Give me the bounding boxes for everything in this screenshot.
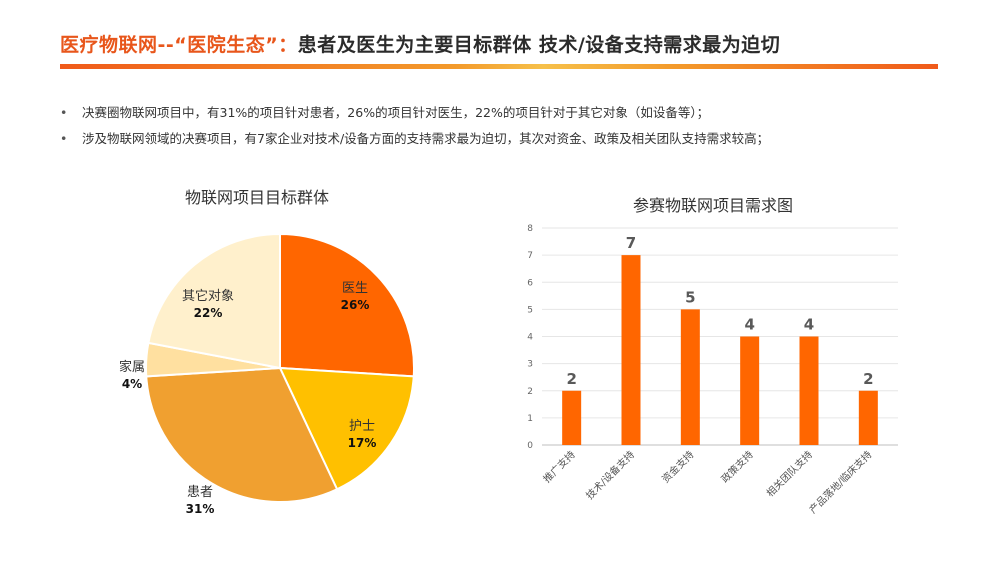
pie-slice xyxy=(147,232,281,370)
pie-slice-value: 31% xyxy=(186,502,215,516)
pie-slice-value: 22% xyxy=(194,306,223,320)
bar xyxy=(799,336,819,445)
y-tick-label: 4 xyxy=(527,333,533,343)
x-tick-label: 资金支持 xyxy=(659,448,696,485)
bar-value-label: 2 xyxy=(863,370,873,388)
pie-slice-label: 医生 xyxy=(342,281,368,296)
pie-slice-label: 其它对象 xyxy=(182,288,234,304)
bullet-item: 决赛圈物联网项目中，有31%的项目针对患者，26%的项目针对医生，22%的项目针… xyxy=(60,100,960,126)
title-underline xyxy=(60,64,938,69)
y-tick-label: 0 xyxy=(527,441,533,451)
bar xyxy=(680,309,700,445)
x-tick-label: 推广支持 xyxy=(540,448,577,485)
pie-slice-label: 护士 xyxy=(349,419,375,434)
x-tick-label: 相关团队支持 xyxy=(764,448,816,500)
bar xyxy=(740,336,760,445)
page-title: 医疗物联网--“医院生态”：患者及医生为主要目标群体 技术/设备支持需求最为迫切 xyxy=(60,30,780,57)
pie-slice-label: 家属 xyxy=(119,359,145,375)
title-rest: 患者及医生为主要目标群体 技术/设备支持需求最为迫切 xyxy=(297,34,781,56)
bar-value-label: 7 xyxy=(626,234,636,252)
pie-chart-title: 物联网项目目标群体 xyxy=(185,188,330,207)
y-tick-label: 7 xyxy=(527,251,533,261)
x-tick-label: 政策支持 xyxy=(718,448,755,485)
pie-slice-value: 26% xyxy=(341,298,370,312)
bar xyxy=(621,255,641,445)
bar-chart-title: 参赛物联网项目需求图 xyxy=(633,196,794,215)
y-tick-label: 1 xyxy=(527,414,533,424)
x-tick-label: 技术/设备支持 xyxy=(583,448,637,502)
bar-value-label: 4 xyxy=(804,316,814,334)
y-tick-label: 2 xyxy=(527,387,533,397)
x-tick-label: 产品落地/临床支持 xyxy=(806,448,874,516)
y-tick-label: 3 xyxy=(527,360,533,370)
bar-value-label: 5 xyxy=(685,288,695,306)
y-tick-label: 6 xyxy=(527,278,533,288)
pie-slice-value: 17% xyxy=(348,436,377,450)
bar-value-label: 2 xyxy=(566,370,576,388)
pie-slice xyxy=(279,232,415,378)
title-accent: 医疗物联网--“医院生态”： xyxy=(60,34,298,56)
y-tick-label: 8 xyxy=(527,224,533,234)
pie-slice-label: 患者 xyxy=(187,485,213,500)
bullet-item: 涉及物联网领域的决赛项目，有7家企业对技术/设备方面的支持需求最为迫切，其次对资… xyxy=(60,126,960,152)
y-tick-label: 5 xyxy=(527,305,533,315)
pie-slice xyxy=(278,366,415,491)
bullet-list: 决赛圈物联网项目中，有31%的项目针对患者，26%的项目针对医生，22%的项目针… xyxy=(60,100,960,152)
bar xyxy=(562,390,582,445)
bar xyxy=(858,390,878,445)
pie-slice xyxy=(145,366,339,503)
bar-value-label: 4 xyxy=(744,316,754,334)
pie-slice-value: 4% xyxy=(122,377,142,391)
